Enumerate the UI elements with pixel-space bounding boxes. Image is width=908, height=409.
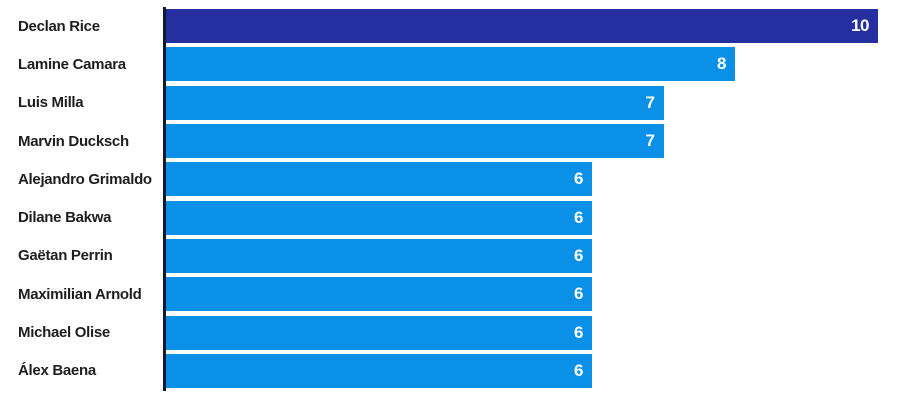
bar: 7: [163, 85, 664, 120]
value-label: 10: [851, 16, 869, 36]
bar-track: 10: [163, 9, 878, 44]
chart-row: Álex Baena 6: [0, 352, 908, 390]
chart-row: Marvin Ducksch 7: [0, 122, 908, 160]
category-label: Maximilian Arnold: [18, 285, 142, 303]
category-label: Luis Milla: [18, 94, 84, 112]
bar: 6: [163, 353, 592, 388]
chart-row: Lamine Camara 8: [0, 45, 908, 83]
chart-row: Alejandro Grimaldo 6: [0, 160, 908, 198]
bar: 7: [163, 124, 664, 159]
bar: 8: [163, 47, 735, 82]
bar-track: 6: [163, 200, 878, 235]
bar: 6: [163, 238, 592, 273]
chart-row: Dilane Bakwa 6: [0, 198, 908, 236]
value-label: 6: [574, 169, 583, 189]
bar-track: 6: [163, 315, 878, 350]
bar-track: 6: [163, 162, 878, 197]
bar-track: 7: [163, 124, 878, 159]
bar: 6: [163, 315, 592, 350]
bar: 6: [163, 162, 592, 197]
value-label: 7: [645, 92, 655, 112]
value-label: 6: [574, 284, 583, 304]
category-label: Marvin Ducksch: [18, 132, 129, 150]
value-label: 6: [574, 360, 583, 380]
bar: 6: [163, 200, 592, 235]
y-axis-line: [163, 7, 166, 391]
value-label: 8: [717, 54, 726, 74]
category-label: Álex Baena: [18, 362, 96, 380]
value-label: 6: [574, 207, 583, 227]
chart-rows: Declan Rice 10 Lamine Camara 8 Luis Milla 7 Ma…: [0, 7, 908, 390]
value-label: 6: [574, 322, 583, 342]
value-label: 7: [645, 131, 655, 151]
category-label: Declan Rice: [18, 17, 100, 35]
chart-row: Declan Rice 10: [0, 7, 908, 45]
category-label: Gaëtan Perrin: [18, 247, 113, 265]
category-label: Alejandro Grimaldo: [18, 170, 152, 188]
chart-row: Maximilian Arnold 6: [0, 275, 908, 313]
bar: 10: [163, 9, 878, 44]
chart-row: Michael Olise 6: [0, 313, 908, 351]
category-label: Michael Olise: [18, 324, 110, 342]
category-label: Lamine Camara: [18, 55, 126, 73]
category-label: Dilane Bakwa: [18, 209, 112, 227]
bar-track: 6: [163, 277, 878, 312]
bar: 6: [163, 277, 592, 312]
bar-track: 6: [163, 353, 878, 388]
chart-row: Luis Milla 7: [0, 84, 908, 122]
chart-row: Gaëtan Perrin 6: [0, 237, 908, 275]
bar-track: 7: [163, 85, 878, 120]
bar-track: 6: [163, 238, 878, 273]
value-label: 6: [574, 245, 583, 265]
bar-track: 8: [163, 47, 878, 82]
